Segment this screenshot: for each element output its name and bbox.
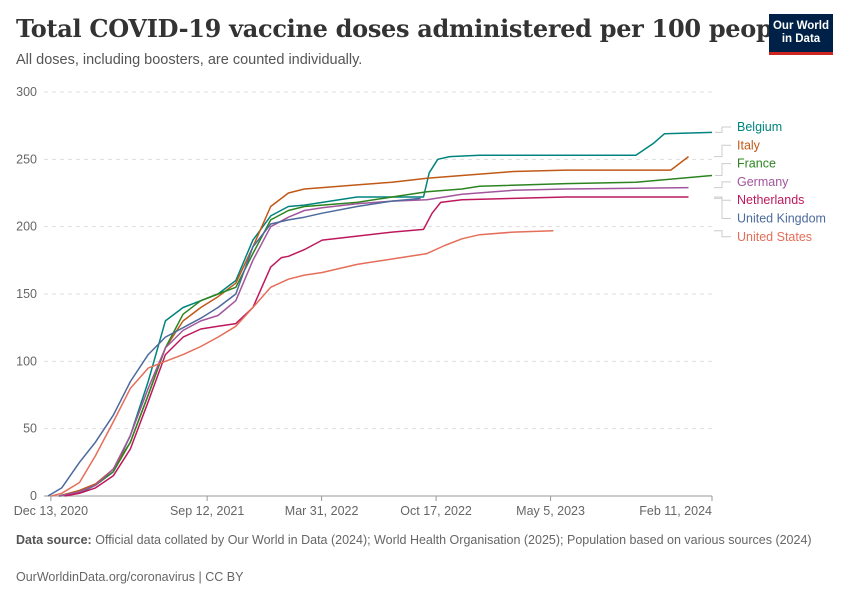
legend-connector: [714, 197, 731, 219]
owid-logo[interactable]: Our World in Data: [769, 14, 833, 55]
data-source-label: Data source:: [16, 533, 92, 547]
series-line-united-states[interactable]: [51, 229, 554, 497]
x-tick-label: Mar 31, 2022: [285, 504, 359, 518]
legend-connector: [715, 163, 731, 176]
legend-connector: [715, 126, 731, 133]
y-tick-label: 150: [16, 287, 37, 301]
y-tick-label: 300: [16, 85, 37, 99]
x-tick-label: Oct 17, 2022: [400, 504, 472, 518]
series-line-belgium[interactable]: [59, 131, 713, 497]
y-tick-label: 100: [16, 354, 37, 368]
legend-label-united-kingdom[interactable]: United Kingdom: [737, 212, 826, 226]
x-tick-label: Sep 12, 2021: [170, 504, 244, 518]
legend-connector: [714, 230, 731, 238]
y-tick-label: 200: [16, 220, 37, 234]
legend-label-germany[interactable]: Germany: [737, 175, 789, 189]
series-line-germany[interactable]: [58, 186, 689, 497]
data-source-text: Official data collated by Our World in D…: [95, 533, 812, 547]
legend-label-italy[interactable]: Italy: [737, 138, 761, 152]
series-line-italy[interactable]: [58, 156, 689, 497]
x-tick-label: Feb 11, 2024: [639, 504, 712, 518]
y-tick-label: 50: [23, 422, 37, 436]
legend-label-netherlands[interactable]: Netherlands: [737, 193, 804, 207]
data-source-note: Data source: Official data collated by O…: [16, 533, 816, 548]
legend-connector: [714, 144, 731, 158]
logo-line-1: Our World: [772, 20, 829, 32]
y-tick-label: 250: [16, 152, 37, 166]
series-line-netherlands[interactable]: [64, 196, 689, 497]
x-tick-label: Dec 13, 2020: [14, 504, 88, 518]
legend-connector: [714, 181, 731, 189]
legend-label-france[interactable]: France: [737, 157, 776, 171]
series-line-united-kingdom[interactable]: [47, 197, 421, 497]
line-chart: 0 50 100 150 200 250 300 Dec 13, 2020 Sep 12, 20…: [14, 85, 826, 518]
logo-line-2: in Data: [781, 33, 821, 45]
legend-label-united-states[interactable]: United States: [737, 230, 812, 244]
series-line-france[interactable]: [58, 174, 713, 497]
footer-url[interactable]: OurWorldinData.org/coronavirus | CC BY: [16, 570, 244, 584]
legend-label-belgium[interactable]: Belgium: [737, 120, 782, 134]
chart-title: Total COVID-19 vaccine doses administere…: [16, 14, 797, 43]
x-tick-label: May 5, 2023: [516, 504, 585, 518]
y-tick-label: 0: [30, 489, 37, 503]
chart-subtitle: All doses, including boosters, are count…: [16, 52, 363, 68]
